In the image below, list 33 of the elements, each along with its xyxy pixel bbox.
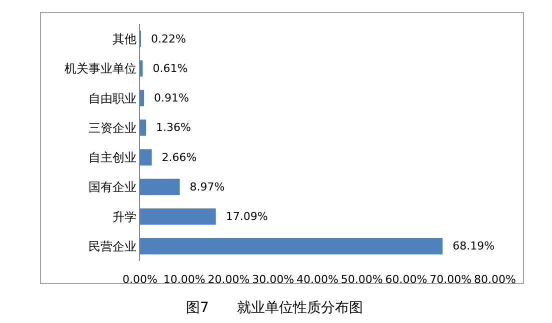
bar xyxy=(140,60,143,77)
bar xyxy=(140,120,146,136)
bar xyxy=(140,208,216,225)
data-label: 0.61% xyxy=(146,62,188,75)
x-tick-label: 40.00% xyxy=(296,273,338,286)
y-tick-label: 民营企业 xyxy=(88,239,137,254)
x-tick-label: 80.00% xyxy=(474,273,516,286)
data-label: 0.22% xyxy=(144,32,186,46)
y-tick-label: 三资企业 xyxy=(88,120,137,135)
y-tick-label: 机关事业单位 xyxy=(64,62,137,76)
x-tick-label: 30.00% xyxy=(252,273,294,286)
data-label: 2.66% xyxy=(154,150,197,164)
x-tick-label: 50.00% xyxy=(340,273,383,286)
bar xyxy=(140,149,152,166)
data-label: 1.36% xyxy=(149,121,191,134)
y-tick-label: 自主创业 xyxy=(88,150,137,165)
bar xyxy=(140,238,443,254)
x-tick-label: 60.00% xyxy=(385,273,428,286)
y-tick-label: 国有企业 xyxy=(88,180,137,194)
data-label: 8.97% xyxy=(182,180,225,194)
x-tick-label: 0.00% xyxy=(122,273,158,286)
y-tick-label: 其他 xyxy=(112,32,137,46)
x-tick-label: 20.00% xyxy=(208,273,250,286)
x-tick-label: 70.00% xyxy=(430,273,472,286)
bar xyxy=(140,90,144,106)
caption: 图7 就业单位性质分布图 xyxy=(186,300,363,316)
bar xyxy=(140,178,180,196)
data-label: 17.09% xyxy=(218,210,268,224)
y-tick-label: 升学 xyxy=(112,210,137,224)
y-tick-label: 自由职业 xyxy=(88,91,137,106)
data-label: 0.91% xyxy=(147,92,189,105)
x-tick-label: 10.00% xyxy=(163,273,206,286)
data-label: 68.19% xyxy=(446,240,495,253)
